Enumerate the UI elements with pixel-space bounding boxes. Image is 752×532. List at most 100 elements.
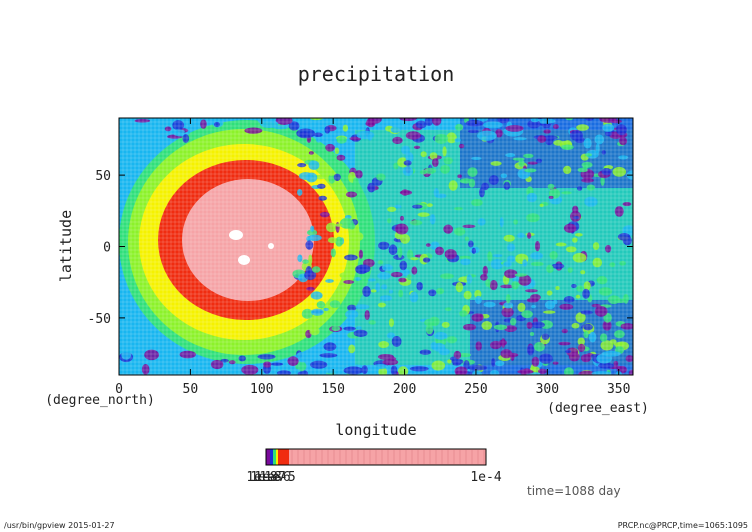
- contour-blob: [596, 275, 608, 285]
- contour-blob: [513, 137, 527, 141]
- contour-blob: [179, 350, 197, 359]
- contour-blob: [539, 203, 544, 208]
- contour-blob: [607, 295, 621, 304]
- contour-blob: [543, 129, 551, 134]
- contour-blob: [537, 135, 547, 143]
- contour-blob: [598, 362, 614, 369]
- contour-blob: [210, 359, 224, 370]
- core-hole: [229, 230, 243, 240]
- contour-blob: [310, 118, 323, 121]
- contour-blob: [406, 249, 414, 260]
- contour-blob: [395, 223, 409, 235]
- contour-blob: [313, 132, 323, 137]
- contour-blob: [424, 167, 437, 174]
- contour-blob: [368, 320, 376, 325]
- contour-blob: [339, 271, 354, 279]
- contour-blob: [446, 132, 457, 144]
- contour-blob: [604, 131, 612, 137]
- contour-blob: [416, 281, 423, 291]
- contour-blob: [319, 211, 330, 218]
- contour-blob: [333, 173, 341, 182]
- contour-blob: [586, 184, 595, 191]
- footer-right: PRCP.nc@PRCP,time=1065:1095: [618, 521, 748, 530]
- colorbar-tick-label: 1e-6: [259, 470, 290, 485]
- contour-blob: [575, 312, 586, 323]
- contour-blob: [443, 156, 453, 165]
- colorbar-segment: [273, 449, 276, 465]
- contour-blob: [614, 206, 624, 217]
- contour-blob: [601, 150, 606, 155]
- contour-blob: [501, 307, 514, 318]
- colorbar-gridlines: [291, 450, 485, 464]
- contour-blob: [419, 170, 427, 175]
- contour-blob: [493, 324, 508, 330]
- contour-blob: [471, 198, 483, 207]
- contour-blob: [352, 232, 364, 242]
- contour-blob: [377, 302, 386, 308]
- contour-blob: [275, 118, 293, 126]
- contour-blob: [357, 264, 371, 273]
- contour-blob: [563, 223, 577, 233]
- footer-left: /usr/bin/gpview 2015-01-27: [4, 521, 115, 530]
- contour-blob: [526, 297, 539, 303]
- contour-blob: [331, 325, 341, 332]
- contour-blob: [558, 341, 571, 346]
- contour-blob: [325, 222, 337, 233]
- contour-blob: [432, 118, 442, 126]
- contour-blob: [323, 307, 329, 312]
- contour-blob: [426, 203, 433, 208]
- contour-blob: [612, 166, 627, 177]
- contour-blob: [546, 290, 553, 296]
- x-tick-label: 250: [464, 382, 487, 397]
- contour-blob: [390, 126, 402, 133]
- contour-blob: [462, 224, 476, 229]
- contour-blob: [417, 212, 430, 217]
- contour-blob: [121, 350, 132, 360]
- contour-blob: [565, 246, 577, 253]
- contour-blob: [356, 130, 375, 140]
- contour-blob: [500, 349, 513, 359]
- contour-blob: [172, 120, 185, 131]
- contour-blob: [501, 337, 506, 348]
- contour-blob: [402, 166, 414, 176]
- contour-blob: [623, 293, 629, 304]
- colorbar-tick-labels: 1e-81e-71e-61e-5 1e-4: [250, 470, 501, 485]
- x-tick-label: 350: [607, 382, 630, 397]
- x-axis-label: longitude: [335, 421, 416, 439]
- contour-blob: [134, 119, 151, 123]
- contour-blob: [503, 301, 514, 309]
- contour-blob: [377, 353, 395, 360]
- contour-blob: [530, 261, 544, 267]
- contour-blob: [164, 126, 172, 132]
- contour-blob: [287, 356, 299, 367]
- contour-blob: [409, 366, 429, 372]
- contour-blob: [576, 285, 584, 292]
- contour-blob: [343, 326, 356, 331]
- contour-blob: [565, 118, 574, 121]
- contour-blob: [397, 247, 403, 259]
- contour-blob: [399, 190, 413, 196]
- contour-blob: [378, 341, 389, 349]
- contour-blob: [490, 369, 500, 375]
- contour-blob: [434, 133, 449, 144]
- contour-blob: [410, 257, 419, 261]
- contour-blob: [463, 323, 477, 331]
- contour-blob: [483, 301, 496, 308]
- colorbar-segment: [266, 449, 270, 465]
- contour-blob: [459, 179, 467, 184]
- contour-blob: [308, 151, 314, 155]
- contour-blob: [583, 137, 592, 149]
- contour-blob: [517, 302, 526, 312]
- contour-blob: [353, 177, 359, 187]
- contour-blob: [465, 119, 484, 127]
- contour-blob: [310, 308, 324, 316]
- contour-blob: [310, 225, 315, 232]
- colorbar-segment: [289, 449, 486, 465]
- contour-blob: [555, 242, 567, 247]
- contour-blob: [141, 363, 150, 375]
- contour-blob: [553, 124, 559, 130]
- contour-blob: [504, 325, 517, 332]
- contour-blob: [581, 177, 594, 183]
- contour-blob: [144, 349, 160, 361]
